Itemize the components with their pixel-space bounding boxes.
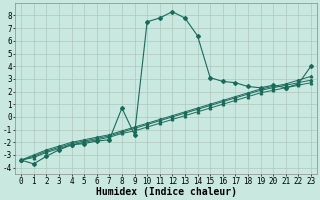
X-axis label: Humidex (Indice chaleur): Humidex (Indice chaleur) — [95, 187, 236, 197]
